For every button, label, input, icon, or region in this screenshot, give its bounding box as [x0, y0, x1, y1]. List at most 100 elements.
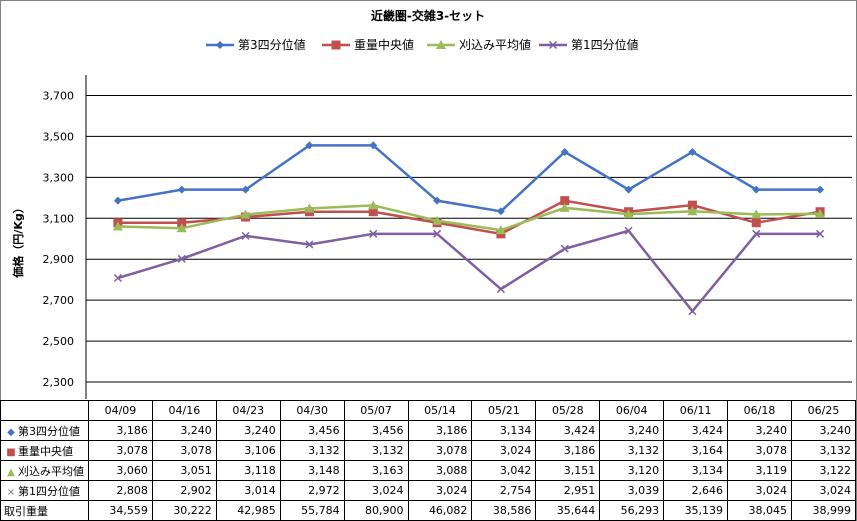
table-row: ◆ 第3四分位値 3,186 3,240 3,240 3,456 3,456 3,186 3,1…	[0, 420, 857, 441]
data-label: 3,078	[727, 440, 792, 461]
legend-marker-1	[331, 40, 341, 50]
point-0-1	[177, 185, 186, 194]
data-label: 35,139	[663, 500, 729, 521]
data-label: 3,456	[279, 420, 345, 441]
point-2-10	[751, 209, 762, 219]
data-label: 3,132	[599, 440, 665, 461]
point-3-3	[305, 240, 314, 249]
table-row: × 第1四分位値 2,808 2,902 3,014 2,972 3,024 3,024 2,7…	[0, 480, 857, 501]
x-tick-label: 05/07	[343, 400, 409, 421]
point-0-11	[816, 185, 825, 194]
data-label: 3,240	[215, 420, 281, 441]
table-corner	[0, 400, 89, 421]
data-label: 3,240	[790, 420, 857, 441]
x-tick-label: 04/16	[151, 400, 217, 421]
data-label: 2,646	[663, 480, 729, 501]
x-tick-label: 04/30	[279, 400, 345, 421]
data-label: 3,151	[535, 460, 601, 481]
series-line-3	[117, 229, 821, 314]
table-row-label: ▲ 刈込み平均値	[0, 460, 89, 481]
data-label: 3,024	[343, 480, 409, 501]
table-legend-key: ×	[6, 486, 16, 498]
table-row-label: 取引重量	[0, 500, 89, 521]
data-label: 3,119	[727, 460, 792, 481]
point-2-3	[304, 203, 315, 213]
legend-label-2: 刈込み平均値	[459, 37, 531, 52]
data-label: 3,240	[151, 420, 217, 441]
point-2-6	[495, 225, 506, 235]
data-label: 3,024	[471, 440, 537, 461]
series-line-0	[117, 144, 821, 213]
data-label: 3,424	[663, 420, 729, 441]
x-tick-label: 05/14	[407, 400, 473, 421]
y-tick-label: 3,700	[43, 89, 75, 102]
point-0-0	[113, 196, 122, 205]
point-0-4	[369, 141, 378, 150]
table-series-name: 重量中央値	[18, 444, 73, 458]
data-label: 42,985	[215, 500, 281, 521]
data-label: 55,784	[279, 500, 345, 521]
point-1-1	[177, 218, 187, 228]
data-label: 3,024	[727, 480, 792, 501]
y-tick-label: 3,300	[43, 171, 75, 184]
legend-marker-3	[548, 40, 558, 50]
point-1-7	[560, 196, 570, 206]
point-3-7	[560, 244, 569, 253]
x-tick-label: 06/18	[727, 400, 792, 421]
table-legend-key: ◆	[7, 426, 15, 438]
data-label: 38,999	[790, 500, 857, 521]
point-2-4	[368, 200, 379, 210]
data-label: 3,163	[343, 460, 409, 481]
legend-label-1: 重量中央値	[354, 37, 414, 52]
data-label: 3,134	[663, 460, 729, 481]
point-0-2	[241, 185, 250, 194]
table-row-label: × 第1四分位値	[0, 480, 89, 501]
point-3-1	[177, 254, 186, 263]
x-tick-label: 06/11	[663, 400, 729, 421]
data-label: 38,586	[471, 500, 537, 521]
table-series-name: 第1四分位値	[18, 484, 80, 498]
data-label: 3,014	[215, 480, 281, 501]
point-1-10	[751, 218, 761, 228]
point-3-2	[241, 231, 250, 240]
point-0-3	[305, 141, 314, 150]
data-label: 3,240	[727, 420, 792, 441]
data-label: 3,186	[88, 420, 153, 441]
point-3-5	[433, 229, 442, 238]
legend-marker-2	[436, 40, 446, 49]
y-tick-label: 2,300	[43, 376, 75, 389]
data-label: 3,240	[599, 420, 665, 441]
table-series-name: 刈込み平均値	[18, 464, 84, 478]
table-legend-key: ■	[6, 446, 16, 458]
table-series-name: 第3四分位値	[18, 424, 80, 438]
data-label: 3,078	[151, 440, 217, 461]
point-3-9	[688, 307, 697, 316]
data-label: 3,122	[790, 460, 857, 481]
point-2-11	[815, 208, 826, 218]
data-label: 3,106	[215, 440, 281, 461]
x-tick-label: 06/25	[790, 400, 857, 421]
point-2-5	[432, 215, 443, 225]
x-tick-label: 06/04	[599, 400, 665, 421]
point-2-8	[623, 209, 634, 219]
y-axis-label: 価格（円/Kg）	[11, 202, 25, 278]
point-0-9	[688, 147, 697, 156]
data-label: 2,808	[88, 480, 153, 501]
x-tick-label: 04/23	[215, 400, 281, 421]
series-line-2	[117, 204, 821, 232]
data-label: 3,120	[599, 460, 665, 481]
data-label: 3,186	[535, 440, 601, 461]
data-label: 3,078	[88, 440, 153, 461]
point-3-10	[752, 229, 761, 238]
point-3-8	[624, 226, 633, 235]
table-row-label: ◆ 第3四分位値	[0, 420, 89, 441]
point-0-7	[560, 147, 569, 156]
data-label: 3,164	[663, 440, 729, 461]
table-row: ■ 重量中央値 3,078 3,078 3,106 3,132 3,132 3,078 3,02…	[0, 440, 857, 461]
data-label: 56,293	[599, 500, 665, 521]
data-label: 3,118	[215, 460, 281, 481]
point-0-10	[752, 185, 761, 194]
x-tick-label: 05/28	[535, 400, 601, 421]
point-3-0	[113, 273, 122, 283]
table-row: 取引重量 34,559 30,222 42,985 55,784 80,900 46,082…	[0, 500, 857, 521]
